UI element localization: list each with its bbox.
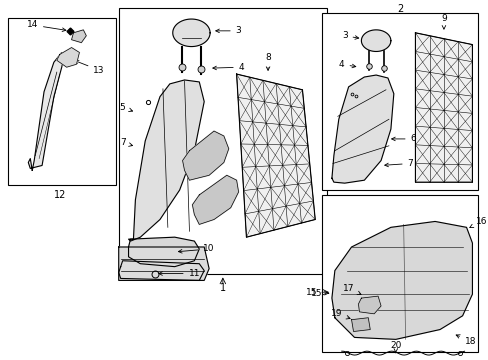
Polygon shape	[71, 30, 86, 42]
Text: 19: 19	[330, 309, 349, 319]
Text: 18: 18	[455, 335, 475, 346]
Text: 8: 8	[264, 53, 270, 70]
Polygon shape	[119, 247, 209, 280]
Polygon shape	[182, 131, 228, 180]
Text: 6: 6	[391, 134, 415, 143]
Bar	[322, 195, 477, 352]
Polygon shape	[415, 33, 471, 182]
Polygon shape	[351, 318, 369, 332]
Polygon shape	[361, 30, 390, 51]
Text: 4: 4	[338, 60, 355, 69]
Text: 2: 2	[397, 4, 403, 14]
Bar	[322, 13, 477, 190]
Text: 15: 15	[305, 288, 317, 297]
Text: 13: 13	[75, 60, 104, 75]
Polygon shape	[236, 74, 315, 237]
Text: 3: 3	[215, 26, 241, 35]
Text: 9: 9	[440, 14, 446, 29]
Bar	[8, 18, 116, 185]
Polygon shape	[192, 175, 238, 224]
Polygon shape	[331, 221, 471, 339]
Text: 14: 14	[26, 21, 66, 31]
Polygon shape	[119, 261, 204, 280]
Polygon shape	[128, 237, 199, 267]
Text: 12: 12	[54, 190, 66, 200]
Text: 1: 1	[219, 283, 225, 293]
Bar	[119, 8, 326, 274]
Text: 10: 10	[178, 244, 214, 253]
Text: 7: 7	[384, 159, 412, 168]
Polygon shape	[172, 19, 210, 46]
Text: 7: 7	[120, 138, 132, 147]
Polygon shape	[57, 48, 79, 67]
Text: 17: 17	[342, 284, 360, 294]
Polygon shape	[331, 75, 393, 183]
Text: 15: 15	[311, 289, 328, 298]
Text: 11: 11	[159, 269, 200, 278]
Polygon shape	[28, 53, 63, 170]
Polygon shape	[358, 296, 380, 314]
Polygon shape	[128, 80, 204, 241]
Text: 5: 5	[120, 103, 132, 112]
Text: 4: 4	[212, 63, 244, 72]
Text: 3: 3	[341, 31, 358, 40]
Text: 16: 16	[469, 217, 486, 228]
Text: 20: 20	[389, 341, 401, 353]
